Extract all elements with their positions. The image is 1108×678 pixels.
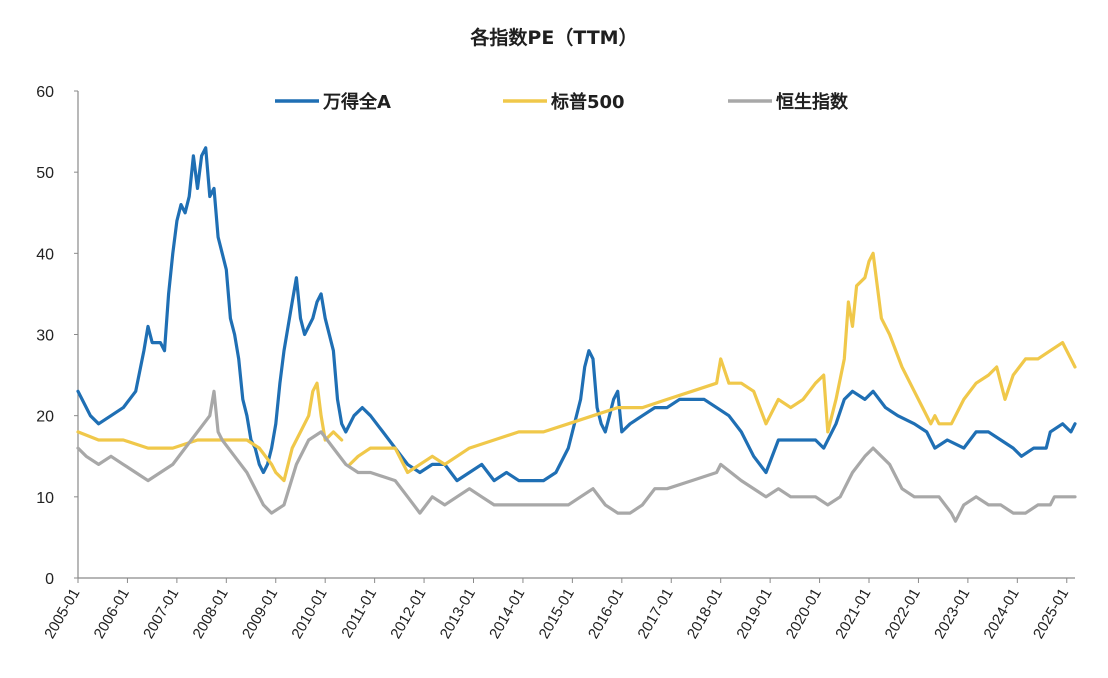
y-tick-label: 40 xyxy=(36,246,54,263)
x-tick-label: 2023-01 xyxy=(931,586,973,642)
x-tick-label: 2024-01 xyxy=(981,585,1023,641)
legend-label: 恒生指数 xyxy=(776,91,849,113)
series-2 xyxy=(76,251,1077,483)
x-tick-label: 2011-01 xyxy=(338,586,380,641)
y-axis: 0 10 20 30 40 50 60 xyxy=(36,84,79,588)
series-1 xyxy=(76,146,1077,483)
x-tick-label: 2006-01 xyxy=(91,586,133,642)
series-line xyxy=(76,381,344,483)
x-tick-label: 2005-01 xyxy=(41,586,83,642)
series-layer xyxy=(76,146,1077,523)
x-tick-label: 2018-01 xyxy=(684,586,726,642)
x-axis: 2005-01 2006-01 2007-01 2008-01 2009-01 2010-… xyxy=(41,577,1075,642)
y-tick-label: 30 xyxy=(36,328,54,345)
legend-label: 标普500 xyxy=(550,91,625,113)
x-tick-label: 2012-01 xyxy=(387,586,429,642)
x-tick-label: 2013-01 xyxy=(437,586,479,642)
x-tick-label: 2025-01 xyxy=(1030,586,1072,642)
x-tick-label: 2016-01 xyxy=(585,586,627,642)
x-tick-label: 2022-01 xyxy=(882,586,924,642)
y-tick-label: 0 xyxy=(45,571,54,588)
series-line xyxy=(76,389,1077,523)
y-tick-label: 50 xyxy=(36,165,54,182)
series-3 xyxy=(76,389,1077,523)
x-tick-label: 2020-01 xyxy=(783,586,825,642)
y-tick-label: 20 xyxy=(36,409,54,426)
x-tick-label: 2015-01 xyxy=(536,586,578,642)
x-tick-label: 2008-01 xyxy=(190,586,232,642)
legend-label: 万得全A xyxy=(322,91,391,113)
x-tick-label: 2007-01 xyxy=(140,586,182,642)
x-tick-label: 2021-01 xyxy=(832,586,874,642)
y-tick-label: 10 xyxy=(36,490,54,507)
series-line xyxy=(76,146,1077,483)
chart-title: 各指数PE（TTM） xyxy=(469,26,637,49)
x-tick-label: 2017-01 xyxy=(634,586,676,642)
series-line xyxy=(348,251,1077,475)
y-tick-label: 60 xyxy=(36,84,54,101)
x-tick-label: 2014-01 xyxy=(486,586,528,642)
legend: 万得全A 标普500 恒生指数 xyxy=(275,91,849,113)
x-tick-label: 2009-01 xyxy=(239,586,281,642)
x-tick-label: 2010-01 xyxy=(288,586,330,642)
x-tick-label: 2019-01 xyxy=(733,586,775,642)
